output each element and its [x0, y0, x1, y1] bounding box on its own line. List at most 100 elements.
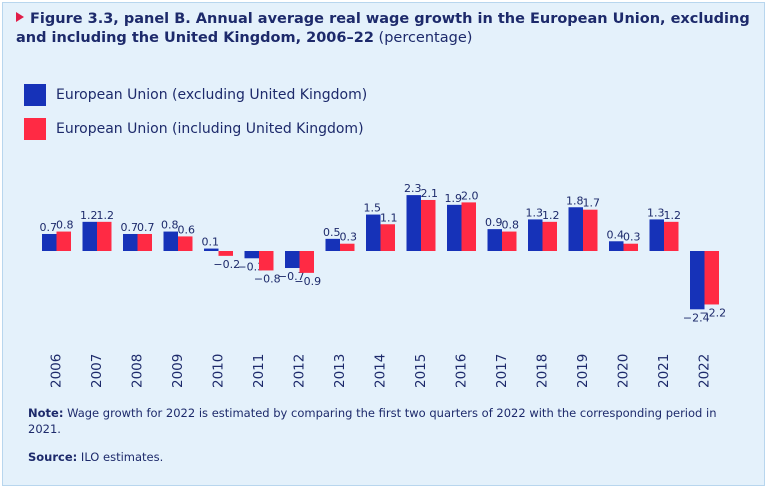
bar-2016-series2	[461, 202, 476, 251]
data-label-2006-series2: 0.8	[56, 219, 74, 232]
data-label-2008-series1: 0.7	[121, 221, 139, 234]
bar-2012-series1	[285, 251, 300, 269]
bar-2015-series1	[406, 195, 421, 251]
data-label-2022-series1: −2.4	[683, 311, 710, 324]
x-tick-label-2021: 2021	[656, 354, 672, 388]
data-label-2016-series1: 1.9	[445, 192, 463, 205]
data-label-2013-series1: 0.5	[323, 226, 341, 239]
x-tick-label-2009: 2009	[170, 354, 186, 388]
data-label-2021-series2: 1.2	[664, 209, 682, 222]
data-label-2014-series2: 1.1	[380, 211, 398, 224]
bar-2011-series1	[244, 251, 259, 259]
bar-2016-series1	[447, 204, 462, 251]
source-text: ILO estimates.	[77, 450, 164, 464]
legend-item-excluding-uk: European Union (excluding United Kingdom…	[24, 84, 367, 106]
title-text: Figure 3.3, panel B. Annual average real…	[16, 11, 750, 46]
legend-swatch-red	[24, 118, 46, 140]
bar-2014-series1	[366, 214, 381, 251]
x-tick-label-2007: 2007	[89, 354, 105, 388]
bar-2014-series2	[380, 224, 395, 251]
figure-title: Figure 3.3, panel B. Annual average real…	[16, 10, 756, 48]
bar-2006-series1	[42, 233, 57, 251]
bar-2020-series2	[623, 243, 638, 251]
x-tick-label-2016: 2016	[454, 354, 470, 388]
data-label-2009-series2: 0.6	[178, 223, 196, 236]
bar-2013-series1	[325, 238, 340, 251]
bar-2018-series1	[528, 219, 543, 251]
data-label-2011-series1: −0.3	[237, 260, 264, 273]
bar-2013-series2	[340, 243, 355, 251]
note-label: Note:	[28, 406, 64, 420]
data-label-2015-series1: 2.3	[404, 182, 422, 195]
x-tick-label-2008: 2008	[130, 354, 146, 388]
x-tick-label-2019: 2019	[575, 354, 591, 388]
data-label-2020-series1: 0.4	[607, 228, 625, 241]
chart-source: Source: ILO estimates.	[28, 450, 163, 464]
data-label-2017-series1: 0.9	[485, 216, 503, 229]
bar-2017-series2	[502, 231, 517, 251]
data-label-2007-series1: 1.2	[80, 209, 98, 222]
x-tick-label-2020: 2020	[616, 354, 632, 388]
bar-2009-series1	[163, 231, 178, 251]
bar-2006-series2	[56, 231, 71, 251]
title-unit: (percentage)	[378, 30, 473, 46]
bar-2007-series2	[97, 221, 112, 251]
triangle-marker-icon	[16, 12, 24, 22]
bar-2021-series2	[664, 221, 679, 251]
bar-2008-series1	[123, 233, 138, 251]
source-label: Source:	[28, 450, 78, 464]
data-label-2006-series1: 0.7	[40, 221, 58, 234]
bar-2021-series1	[649, 219, 664, 251]
data-label-2008-series2: 0.7	[137, 221, 155, 234]
data-label-2012-series2: −0.9	[294, 275, 321, 288]
data-label-2010-series1: 0.1	[202, 236, 220, 249]
bar-2012-series2	[299, 251, 314, 273]
data-label-2014-series1: 1.5	[364, 202, 382, 215]
legend-label: European Union (excluding United Kingdom…	[56, 87, 368, 103]
bar-2019-series1	[568, 207, 583, 251]
data-label-2019-series2: 1.7	[583, 197, 601, 210]
bar-2011-series2	[259, 251, 274, 271]
data-label-2012-series1: −0.7	[278, 270, 305, 283]
chart-note: Note: Wage growth for 2022 is estimated …	[28, 405, 748, 437]
x-tick-label-2012: 2012	[292, 354, 308, 388]
legend: European Union (excluding United Kingdom…	[24, 84, 367, 152]
data-label-2020-series2: 0.3	[623, 231, 641, 244]
bar-2022-series1	[690, 251, 705, 310]
x-tick-label-2011: 2011	[251, 354, 267, 388]
x-tick-label-2010: 2010	[211, 354, 227, 388]
data-label-2009-series1: 0.8	[161, 219, 179, 232]
data-label-2019-series1: 1.8	[566, 194, 584, 207]
bar-2007-series1	[82, 221, 97, 251]
data-label-2018-series2: 1.2	[542, 209, 560, 222]
note-text: Wage growth for 2022 is estimated by com…	[28, 406, 717, 436]
data-label-2011-series2: −0.8	[254, 272, 281, 285]
x-tick-label-2006: 2006	[49, 354, 65, 388]
data-label-2018-series1: 1.3	[526, 206, 544, 219]
data-label-2007-series2: 1.2	[97, 209, 115, 222]
x-tick-label-2013: 2013	[332, 354, 348, 388]
bar-2010-series1	[204, 248, 219, 251]
legend-swatch-blue	[24, 84, 46, 106]
data-label-2022-series2: −2.2	[699, 306, 726, 319]
bar-2018-series2	[542, 221, 557, 251]
data-label-2016-series2: 2.0	[461, 189, 479, 202]
bar-2020-series1	[609, 241, 624, 251]
bar-2009-series2	[178, 236, 193, 251]
bar-2010-series2	[218, 251, 233, 256]
bar-2019-series2	[583, 209, 598, 251]
data-label-2017-series2: 0.8	[502, 219, 520, 232]
x-tick-label-2018: 2018	[535, 354, 551, 388]
data-label-2015-series2: 2.1	[421, 187, 439, 200]
legend-label: European Union (including United Kingdom…	[56, 121, 364, 137]
data-label-2013-series2: 0.3	[340, 231, 358, 244]
data-label-2021-series1: 1.3	[647, 206, 665, 219]
legend-item-including-uk: European Union (including United Kingdom…	[24, 118, 367, 140]
bar-2017-series1	[487, 229, 502, 251]
bar-2015-series2	[421, 199, 436, 251]
data-label-2010-series2: −0.2	[213, 258, 240, 271]
x-tick-label-2014: 2014	[373, 354, 389, 388]
x-tick-label-2015: 2015	[413, 354, 429, 388]
x-tick-label-2017: 2017	[494, 354, 510, 388]
